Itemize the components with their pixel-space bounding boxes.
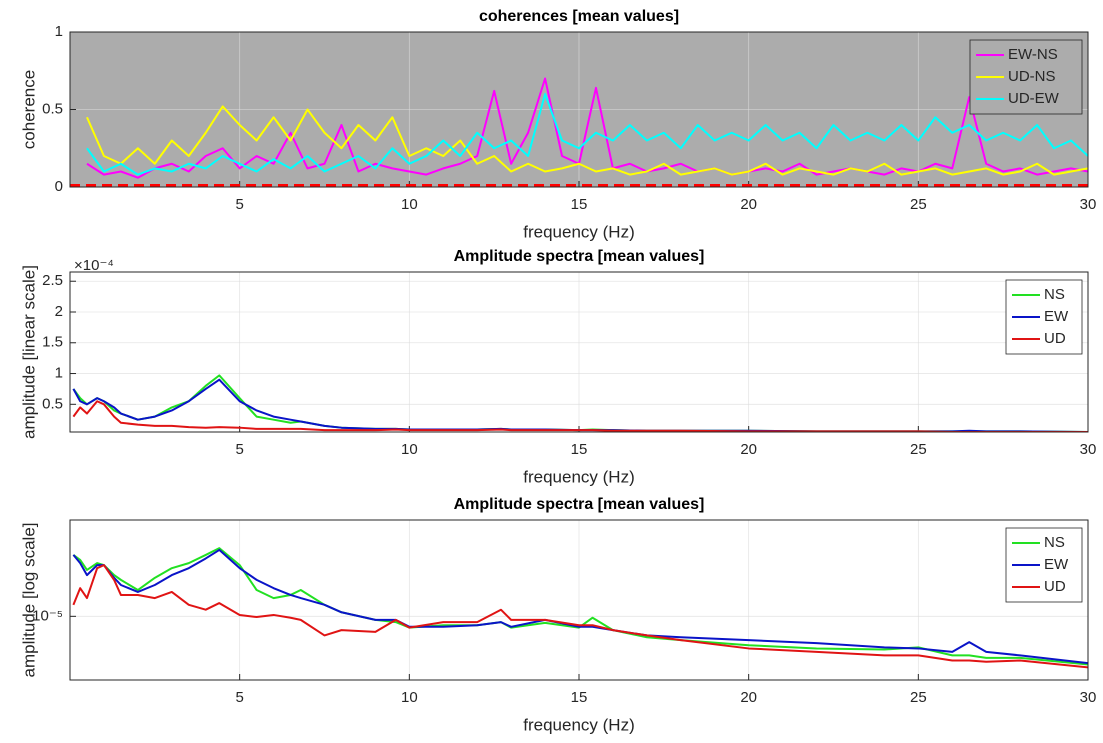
x-tick-label: 30: [1080, 441, 1097, 458]
legend-label: UD: [1044, 578, 1066, 595]
series-line: [72, 564, 1088, 669]
y-tick-label: 1: [55, 365, 63, 382]
x-axis-label: frequency (Hz): [523, 467, 634, 486]
chart-title: Amplitude spectra [mean values]: [454, 496, 705, 513]
axes-frame: [69, 271, 1089, 433]
legend-label: EW: [1044, 308, 1069, 325]
y-tick-label: 2.5: [42, 272, 63, 289]
legend-label: EW: [1044, 556, 1069, 573]
legend-label: UD: [1044, 330, 1066, 347]
axes-frame: [69, 31, 1089, 188]
y-tick-label: 1: [55, 23, 63, 40]
legend-label: EW-NS: [1008, 46, 1058, 63]
series-line: [72, 547, 1088, 666]
y-axis-label: coherence: [19, 70, 38, 149]
chart-title: Amplitude spectra [mean values]: [454, 248, 705, 265]
x-axis-label: frequency (Hz): [523, 715, 634, 734]
x-tick-label: 15: [571, 689, 588, 706]
x-tick-label: 30: [1080, 196, 1097, 213]
y-tick-label: 0.5: [42, 395, 63, 412]
x-tick-label: 15: [571, 441, 588, 458]
legend-label: NS: [1044, 534, 1065, 551]
series-line: [72, 400, 1088, 432]
x-tick-label: 25: [910, 441, 927, 458]
x-tick-label: 10: [401, 689, 418, 706]
x-tick-label: 20: [740, 689, 757, 706]
x-tick-label: 15: [571, 196, 588, 213]
y-axis-label: amplitude [linear scale]: [19, 265, 38, 439]
y-axis-label: amplitude [log scale]: [19, 523, 38, 678]
y-tick-label: 1.5: [42, 334, 63, 351]
legend-label: UD-EW: [1008, 90, 1060, 107]
x-tick-label: 5: [235, 441, 243, 458]
y-tick-label: 2: [55, 303, 63, 320]
x-tick-label: 20: [740, 441, 757, 458]
x-axis-label: frequency (Hz): [523, 222, 634, 241]
x-tick-label: 10: [401, 196, 418, 213]
series-line: [86, 105, 1088, 176]
y-tick-label: 10⁻⁵: [32, 607, 63, 624]
x-tick-label: 20: [740, 196, 757, 213]
y-tick-label: 0.5: [42, 100, 63, 117]
series-line: [86, 93, 1088, 176]
x-tick-label: 5: [235, 689, 243, 706]
axes-frame: [69, 519, 1089, 681]
legend-label: NS: [1044, 286, 1065, 303]
legend-label: UD-NS: [1008, 68, 1056, 85]
x-tick-label: 30: [1080, 689, 1097, 706]
x-tick-label: 25: [910, 689, 927, 706]
series-line: [72, 548, 1088, 665]
x-tick-label: 5: [235, 196, 243, 213]
chart-title: coherences [mean values]: [479, 8, 679, 25]
y-multiplier: ×10⁻⁴: [74, 257, 114, 274]
x-tick-label: 25: [910, 196, 927, 213]
x-tick-label: 10: [401, 441, 418, 458]
y-tick-label: 0: [55, 178, 63, 195]
